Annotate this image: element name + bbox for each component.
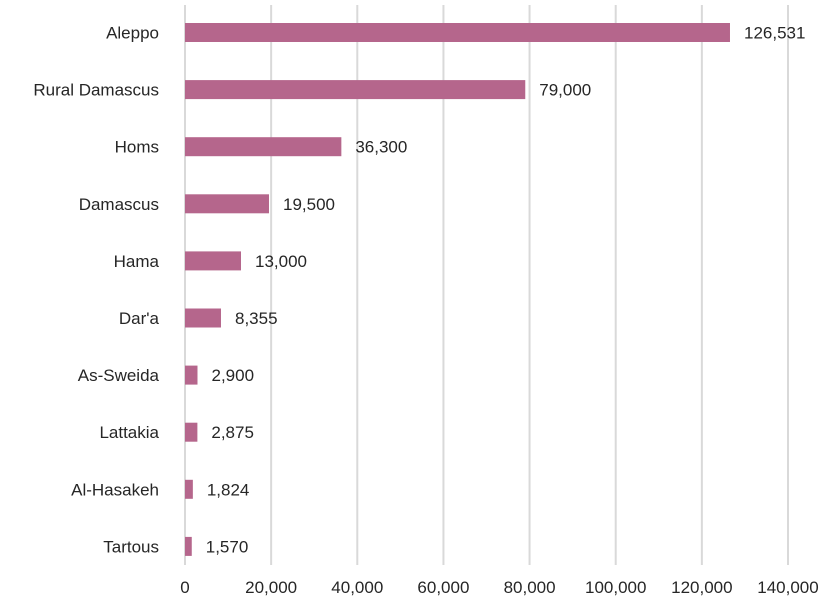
x-tick-label: 120,000 <box>671 578 732 597</box>
category-label: Dar'a <box>119 309 160 328</box>
bar <box>185 137 342 157</box>
x-tick-label: 100,000 <box>585 578 646 597</box>
data-label: 126,531 <box>744 24 805 43</box>
x-tick-label: 60,000 <box>417 578 469 597</box>
data-label: 2,875 <box>211 423 254 442</box>
data-label: 19,500 <box>283 195 335 214</box>
data-label: 2,900 <box>211 366 254 385</box>
data-label: 13,000 <box>255 252 307 271</box>
data-label: 1,824 <box>207 480 250 499</box>
bar <box>185 194 269 214</box>
bars <box>185 23 730 556</box>
category-label: Aleppo <box>106 24 159 43</box>
data-label: 36,300 <box>355 138 407 157</box>
x-tick-label: 20,000 <box>245 578 297 597</box>
bar <box>185 422 198 442</box>
category-label: Al-Hasakeh <box>71 480 159 499</box>
bar <box>185 365 198 385</box>
data-labels: 126,531 79,000 36,300 19,500 13,000 8,355 2,90… <box>206 24 806 557</box>
bar <box>185 23 730 42</box>
data-label: 8,355 <box>235 309 278 328</box>
bar <box>185 479 193 499</box>
x-axis-tick-labels: 0 20,000 40,000 60,000 80,000 100,000 120,000 1… <box>180 578 818 597</box>
data-label: 1,570 <box>206 537 249 556</box>
category-label: As-Sweida <box>78 366 160 385</box>
category-label: Damascus <box>79 195 159 214</box>
bar <box>185 308 221 328</box>
x-tick-label: 140,000 <box>757 578 818 597</box>
category-label: Rural Damascus <box>33 81 159 100</box>
bar <box>185 536 192 556</box>
category-label: Hama <box>114 252 160 271</box>
x-tick-label: 40,000 <box>331 578 383 597</box>
category-label: Tartous <box>103 537 159 556</box>
x-tick-label: 0 <box>180 578 189 597</box>
x-tick-label: 80,000 <box>504 578 556 597</box>
bar <box>185 80 526 100</box>
data-label: 79,000 <box>539 81 591 100</box>
category-label: Homs <box>115 138 159 157</box>
category-label: Lattakia <box>99 423 159 442</box>
category-labels: Aleppo Rural Damascus Homs Damascus Hama Dar'… <box>33 24 159 557</box>
bar <box>185 251 241 271</box>
